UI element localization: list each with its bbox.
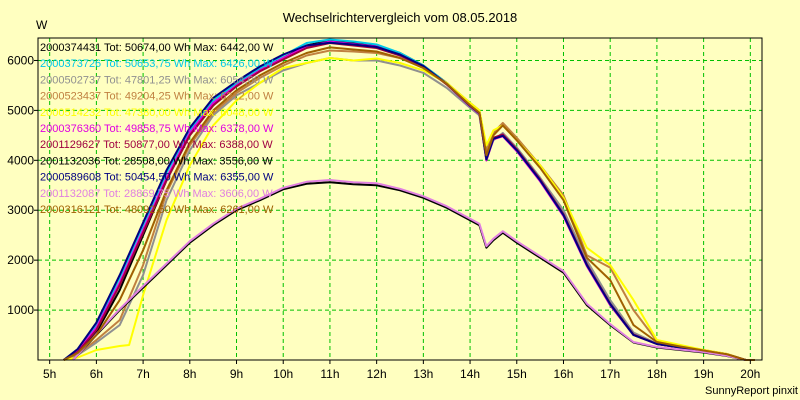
y-tick-label: 4000 [7, 153, 34, 167]
legend-entry: 2000373726 Tot: 50653,75 Wh Max: 6426,00… [40, 58, 274, 70]
y-axis-unit-label: W [36, 18, 48, 32]
footer-credit: SunnyReport pinxit [705, 385, 798, 397]
series-line [63, 46, 755, 361]
x-tick-label: 16h [553, 367, 573, 381]
legend-entry: 2001132036 Tot: 28508,00 Wh Max: 3556,00… [40, 155, 273, 167]
x-tick-label: 9h [230, 367, 243, 381]
legend-entry: 2000316121 Tot: 48092,50 Wh Max: 6261,00… [40, 204, 274, 216]
x-tick-label: 14h [460, 367, 480, 381]
x-tick-label: 8h [183, 367, 196, 381]
chart-title: Wechselrichtervergleich vom 08.05.2018 [283, 10, 518, 25]
legend-entry: 2000589608 Tot: 50454,50 Wh Max: 6355,00… [40, 172, 274, 184]
x-tick-label: 20h [740, 367, 760, 381]
x-tick-label: 19h [694, 367, 714, 381]
y-tick-label: 5000 [7, 103, 34, 117]
x-tick-label: 17h [600, 367, 620, 381]
legend-entry: 2001129627 Tot: 50877,00 Wh Max: 6388,00… [40, 139, 273, 151]
x-tick-label: 10h [273, 367, 293, 381]
legend-entry: 2000374431 Tot: 50674,00 Wh Max: 6442,00… [40, 42, 274, 54]
grid-layer [38, 38, 762, 360]
x-tick-label: 5h [43, 367, 56, 381]
legend-entry: 2000502737 Tot: 47801,25 Wh Max: 6054,00… [40, 74, 274, 86]
series-line [63, 57, 755, 361]
y-tick-label: 2000 [7, 253, 34, 267]
legend-entry: 2000523437 Tot: 49204,25 Wh Max: 6212,00… [40, 91, 274, 103]
x-tick-label: 15h [507, 367, 527, 381]
x-tick-label: 12h [367, 367, 387, 381]
x-tick-label: 18h [647, 367, 667, 381]
y-tick-label: 6000 [7, 53, 34, 67]
legend-entry: 2001132087 Tot: 28869,75 Wh Max: 3606,00… [40, 188, 273, 200]
x-tick-label: 11h [320, 367, 339, 381]
y-tick-label: 3000 [7, 203, 34, 217]
legend: 2000374431 Tot: 50674,00 Wh Max: 6442,00… [40, 42, 274, 216]
axis-layer: 5h 6h 7h 8h 9h 10h 11h 12h 13h 14h 15h 16h 17h 18h 19h… [7, 53, 760, 381]
plot-frame [37, 37, 763, 361]
series-layer [63, 38, 755, 361]
legend-entry: 2000514232 Tot: 47380,00 Wh Max: 6048,00… [40, 107, 274, 119]
legend-entry: 2000376360 Tot: 49858,75 Wh Max: 6378,00… [40, 123, 274, 135]
x-tick-label: 6h [90, 367, 103, 381]
series-line [72, 179, 755, 361]
y-tick-label: 1000 [7, 303, 34, 317]
x-tick-label: 7h [136, 367, 149, 381]
x-tick-label: 13h [413, 367, 433, 381]
